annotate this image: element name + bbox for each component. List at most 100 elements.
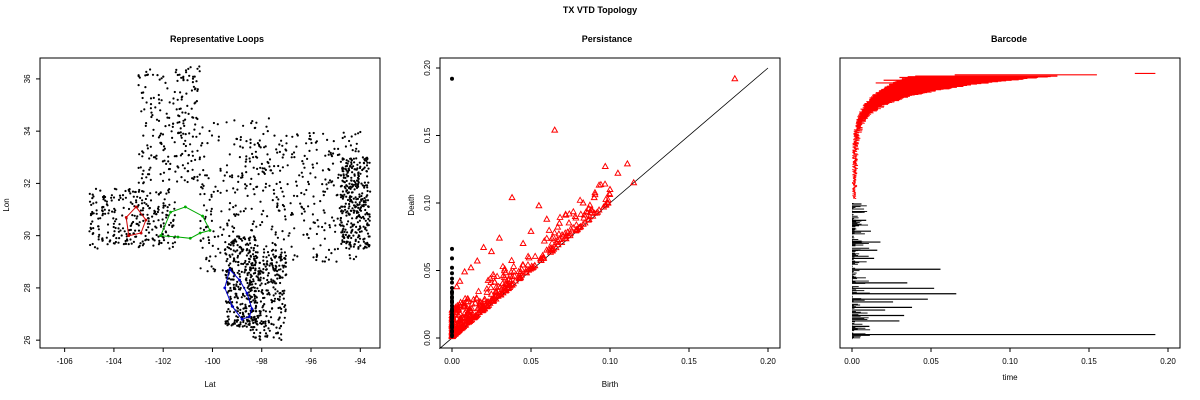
vtd-point xyxy=(140,177,143,180)
vtd-point xyxy=(136,215,139,218)
vtd-point xyxy=(339,160,342,163)
vtd-point xyxy=(268,184,271,187)
vtd-point xyxy=(162,222,165,225)
vtd-point xyxy=(146,213,149,216)
vtd-point xyxy=(271,241,274,245)
panel-title: Persistance xyxy=(582,34,633,44)
vtd-point xyxy=(228,234,231,238)
vtd-point xyxy=(231,174,234,177)
vtd-point xyxy=(353,161,356,164)
vtd-point xyxy=(141,155,144,158)
triangle-point xyxy=(510,262,518,269)
vtd-point xyxy=(166,116,169,119)
y-axis-label: Lon xyxy=(2,198,11,211)
loop-vertex xyxy=(124,215,128,219)
vtd-point xyxy=(187,67,190,70)
vtd-point xyxy=(132,240,135,243)
vtd-point xyxy=(204,215,207,218)
vtd-point xyxy=(359,206,362,209)
vtd-point xyxy=(182,75,185,78)
vtd-point xyxy=(157,98,161,101)
vtd-point xyxy=(250,264,253,267)
vtd-point xyxy=(206,270,209,273)
vtd-point xyxy=(265,289,268,292)
vtd-point xyxy=(244,165,247,168)
triangle-point xyxy=(554,223,562,230)
vtd-point xyxy=(354,133,357,136)
vtd-point xyxy=(142,207,145,210)
vtd-point xyxy=(302,162,305,165)
vtd-point xyxy=(193,102,196,105)
vtd-point xyxy=(114,209,117,212)
vtd-point xyxy=(292,151,296,154)
vtd-point xyxy=(173,207,176,210)
vtd-point xyxy=(305,188,308,192)
loops xyxy=(124,205,254,321)
vtd-point xyxy=(108,240,111,243)
vtd-point xyxy=(366,243,369,246)
triangle-point xyxy=(456,317,464,325)
vtd-point xyxy=(180,134,183,137)
vtd-point xyxy=(177,132,180,135)
vtd-point xyxy=(252,278,255,281)
vtd-point xyxy=(172,102,175,105)
loop-vertex xyxy=(159,234,163,238)
vtd-point xyxy=(312,256,315,259)
vtd-point xyxy=(225,189,228,192)
vtd-point xyxy=(253,297,256,300)
loop-vertex xyxy=(248,315,251,319)
vtd-point xyxy=(152,220,155,223)
triangle-point xyxy=(471,313,479,320)
vtd-point xyxy=(251,222,254,226)
vtd-point xyxy=(159,173,162,176)
vtd-point xyxy=(255,320,258,323)
vtd-point xyxy=(324,178,327,181)
vtd-point xyxy=(291,135,294,138)
vtd-point xyxy=(361,156,364,159)
vtd-point xyxy=(159,141,162,144)
vtd-point xyxy=(138,153,141,156)
vtd-point xyxy=(249,329,252,332)
loop-vertex xyxy=(238,278,241,282)
vtd-point xyxy=(350,166,354,170)
vtd-point xyxy=(344,176,347,179)
vtd-point xyxy=(340,184,343,187)
vtd-point xyxy=(234,250,237,253)
vtd-point xyxy=(295,180,298,183)
triangle-point xyxy=(460,322,468,330)
vtd-point xyxy=(243,295,246,298)
circle-point xyxy=(450,76,454,81)
vtd-point xyxy=(341,166,344,169)
vtd-point xyxy=(266,153,269,156)
vtd-point xyxy=(256,185,259,188)
vtd-point xyxy=(350,161,353,164)
vtd-point xyxy=(366,194,369,197)
vtd-point xyxy=(307,180,310,183)
vtd-point xyxy=(278,256,281,259)
vtd-point xyxy=(159,225,163,228)
vtd-point xyxy=(327,167,330,171)
vtd-point xyxy=(252,335,255,338)
vtd-point xyxy=(352,211,355,214)
x-tick-label: 0.20 xyxy=(760,357,776,366)
vtd-point xyxy=(162,202,165,205)
vtd-point xyxy=(248,320,251,323)
vtd-point xyxy=(148,173,151,176)
vtd-point xyxy=(273,297,277,300)
vtd-point xyxy=(242,124,245,127)
vtd-point xyxy=(256,287,259,290)
vtd-point xyxy=(195,100,198,103)
vtd-point xyxy=(351,207,354,210)
vtd-point xyxy=(249,141,252,145)
vtd-point xyxy=(355,147,358,150)
triangle-point xyxy=(480,305,488,312)
vtd-point xyxy=(254,251,257,254)
vtd-point xyxy=(164,125,167,128)
vtd-point xyxy=(201,246,204,249)
vtd-point xyxy=(274,269,277,272)
vtd-point xyxy=(259,314,262,317)
vtd-point xyxy=(144,86,147,89)
vtd-point xyxy=(234,204,237,207)
vtd-point xyxy=(146,147,149,150)
vtd-point xyxy=(339,217,342,220)
